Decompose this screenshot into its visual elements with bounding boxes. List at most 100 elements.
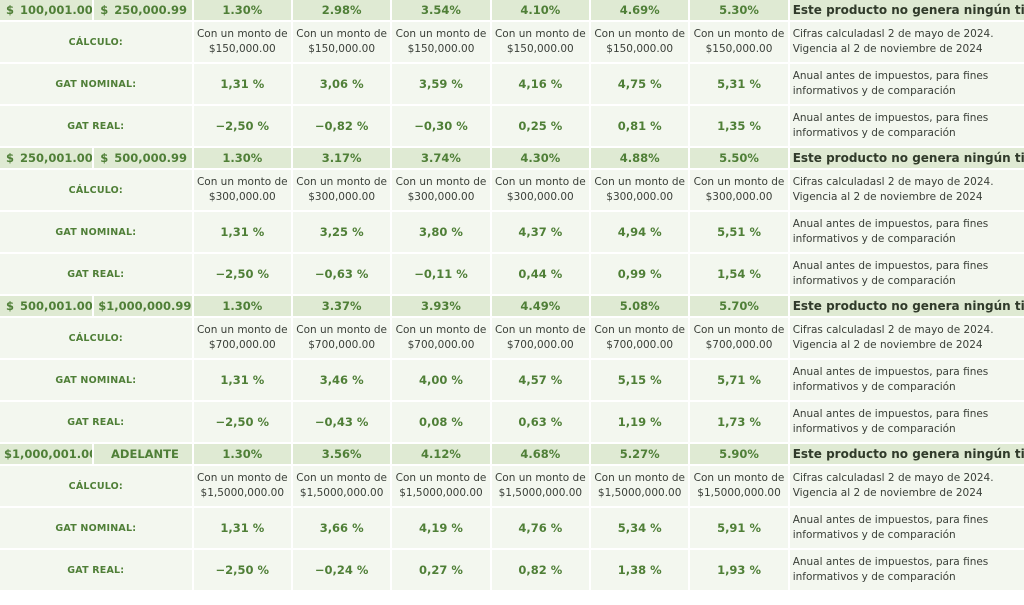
calc-amount: $700,000.00: [308, 339, 376, 351]
gat-nominal-cell: 3,25 %: [292, 212, 391, 252]
rate-cell: 2.98%: [292, 0, 391, 20]
anual-note-line-2: informativos y de comparación: [792, 275, 956, 287]
gat-real-cell: 0,25 %: [491, 106, 589, 146]
tier-min-amount: $250,001.00: [0, 148, 93, 168]
rate-cell: 5.50%: [690, 148, 788, 168]
rate-cell: 5.27%: [591, 444, 689, 464]
calculo-label: CÁLCULO:: [0, 22, 192, 62]
gat-real-cell: 0,27 %: [392, 550, 490, 590]
gat-real-cell: 0,08 %: [392, 402, 490, 442]
gat-real-cell: 0,44 %: [491, 254, 589, 294]
calc-amount: $150,000.00: [606, 43, 674, 55]
calc-prefix: Con un monto de: [693, 324, 785, 336]
min-amount-value: $1,000,001.00: [4, 447, 93, 461]
gat-nominal-cell: 4,16 %: [491, 64, 589, 104]
calc-prefix: Con un monto de: [395, 472, 487, 484]
calc-prefix: Con un monto de: [395, 176, 487, 188]
gat-nominal-label: GAT NOMINAL:: [0, 508, 192, 548]
gat-real-row: GAT REAL: −2,50 % −0,82 % −0,30 % 0,25 % 0,81…: [0, 106, 1024, 146]
gat-real-cell: 1,19 %: [591, 402, 689, 442]
rate-cell: 1.30%: [193, 444, 291, 464]
calc-prefix: Con un monto de: [494, 28, 586, 40]
gat-real-label: GAT REAL:: [0, 106, 192, 146]
calc-amount: $300,000.00: [506, 191, 574, 203]
gat-nominal-cell: 4,37 %: [491, 212, 589, 252]
anual-note: Anual antes de impuestos, para fines info…: [789, 254, 1024, 294]
calc-cell: Con un monto de $300,000.00: [292, 170, 391, 210]
calc-cell: Con un monto de $150,000.00: [690, 22, 788, 62]
anual-note-line-2: informativos y de comparación: [792, 85, 956, 97]
calc-amount: $700,000.00: [407, 339, 475, 351]
gat-nominal-cell: 5,15 %: [591, 360, 689, 400]
gat-real-row: GAT REAL: −2,50 % −0,63 % −0,11 % 0,44 % 0,99…: [0, 254, 1024, 294]
anual-note: Anual antes de impuestos, para fines info…: [789, 508, 1024, 548]
gat-nominal-cell: 4,75 %: [591, 64, 689, 104]
calc-prefix: Con un monto de: [296, 324, 387, 336]
gat-nominal-row: GAT NOMINAL: 1,31 % 3,25 % 3,80 % 4,37 % 4,94…: [0, 212, 1024, 252]
calc-amount: $1,5000,000.00: [498, 487, 583, 499]
gat-real-cell: 1,38 %: [591, 550, 689, 590]
calc-prefix: Con un monto de: [693, 28, 785, 40]
product-note: Este producto no genera ningún tipo: [789, 148, 1024, 168]
vigencia-note: Vigencia al 2 de noviembre de 2024: [792, 43, 983, 55]
calc-amount: $300,000.00: [308, 191, 376, 203]
rate-cell: 5.08%: [591, 296, 689, 316]
calc-amount: $150,000.00: [308, 43, 376, 55]
calc-cell: Con un monto de $150,000.00: [193, 22, 291, 62]
cifras-note: Cifras calculadasl 2 de mayo de 2024.: [792, 324, 994, 336]
gat-real-cell: −2,50 %: [193, 254, 291, 294]
calc-prefix: Con un monto de: [693, 472, 785, 484]
calc-amount: $300,000.00: [606, 191, 674, 203]
gat-nominal-row: GAT NOMINAL: 1,31 % 3,66 % 4,19 % 4,76 % 5,34…: [0, 508, 1024, 548]
calc-amount: $1,5000,000.00: [597, 487, 682, 499]
gat-real-cell: 0,81 %: [591, 106, 689, 146]
gat-nominal-cell: 4,00 %: [392, 360, 490, 400]
cifras-note: Cifras calculadasl 2 de mayo de 2024.: [792, 472, 994, 484]
calc-cell: Con un monto de $1,5000,000.00: [392, 466, 490, 506]
calc-cell: Con un monto de $300,000.00: [392, 170, 490, 210]
gat-nominal-cell: 5,71 %: [690, 360, 788, 400]
currency-sign: $: [6, 151, 15, 165]
calc-amount: $1,5000,000.00: [697, 487, 781, 499]
calc-note: Cifras calculadasl 2 de mayo de 2024. Vig…: [789, 466, 1024, 506]
gat-nominal-cell: 5,51 %: [690, 212, 788, 252]
tier-max-amount: $500,000.99: [94, 148, 192, 168]
calc-prefix: Con un monto de: [196, 28, 288, 40]
gat-real-cell: −0,63 %: [292, 254, 391, 294]
anual-note: Anual antes de impuestos, para fines info…: [789, 64, 1024, 104]
vigencia-note: Vigencia al 2 de noviembre de 2024: [792, 191, 983, 203]
calc-cell: Con un monto de $700,000.00: [491, 318, 589, 358]
calc-amount: $300,000.00: [407, 191, 475, 203]
gat-real-cell: −0,43 %: [292, 402, 391, 442]
rate-cell: 5.70%: [690, 296, 788, 316]
gat-real-cell: −2,50 %: [193, 402, 291, 442]
calc-note: Cifras calculadasl 2 de mayo de 2024. Vig…: [789, 170, 1024, 210]
rate-cell: 4.88%: [591, 148, 689, 168]
gat-real-label: GAT REAL:: [0, 402, 192, 442]
rates-table: $100,001.00 $250,000.99 1.30% 2.98% 3.54% 4.1…: [0, 0, 1024, 590]
tier-max-amount: ADELANTE: [94, 444, 192, 464]
calc-prefix: Con un monto de: [494, 472, 586, 484]
product-note: Este producto no genera ningún tipo: [789, 0, 1024, 20]
calc-amount: $1,5000,000.00: [299, 487, 384, 499]
calc-prefix: Con un monto de: [594, 176, 686, 188]
rate-cell: 4.10%: [491, 0, 589, 20]
tier-min-amount: $100,001.00: [0, 0, 93, 20]
calc-cell: Con un monto de $150,000.00: [292, 22, 391, 62]
calc-prefix: Con un monto de: [196, 472, 288, 484]
calculo-row: CÁLCULO: Con un monto de $1,5000,000.00 Con…: [0, 466, 1024, 506]
gat-nominal-cell: 3,46 %: [292, 360, 391, 400]
calc-prefix: Con un monto de: [594, 28, 686, 40]
calc-cell: Con un monto de $700,000.00: [392, 318, 490, 358]
rate-cell: 3.56%: [292, 444, 391, 464]
anual-note-line-1: Anual antes de impuestos, para fines: [792, 218, 989, 230]
max-amount-value: 500,000.99: [114, 151, 188, 165]
anual-note-line-2: informativos y de comparación: [792, 529, 956, 541]
calculo-row: CÁLCULO: Con un monto de $300,000.00 Con un…: [0, 170, 1024, 210]
max-amount-value: 250,000.99: [114, 3, 188, 17]
anual-note: Anual antes de impuestos, para fines info…: [789, 106, 1024, 146]
gat-nominal-cell: 3,06 %: [292, 64, 391, 104]
calc-prefix: Con un monto de: [296, 28, 387, 40]
gat-real-cell: −0,82 %: [292, 106, 391, 146]
rate-cell: 4.12%: [392, 444, 490, 464]
